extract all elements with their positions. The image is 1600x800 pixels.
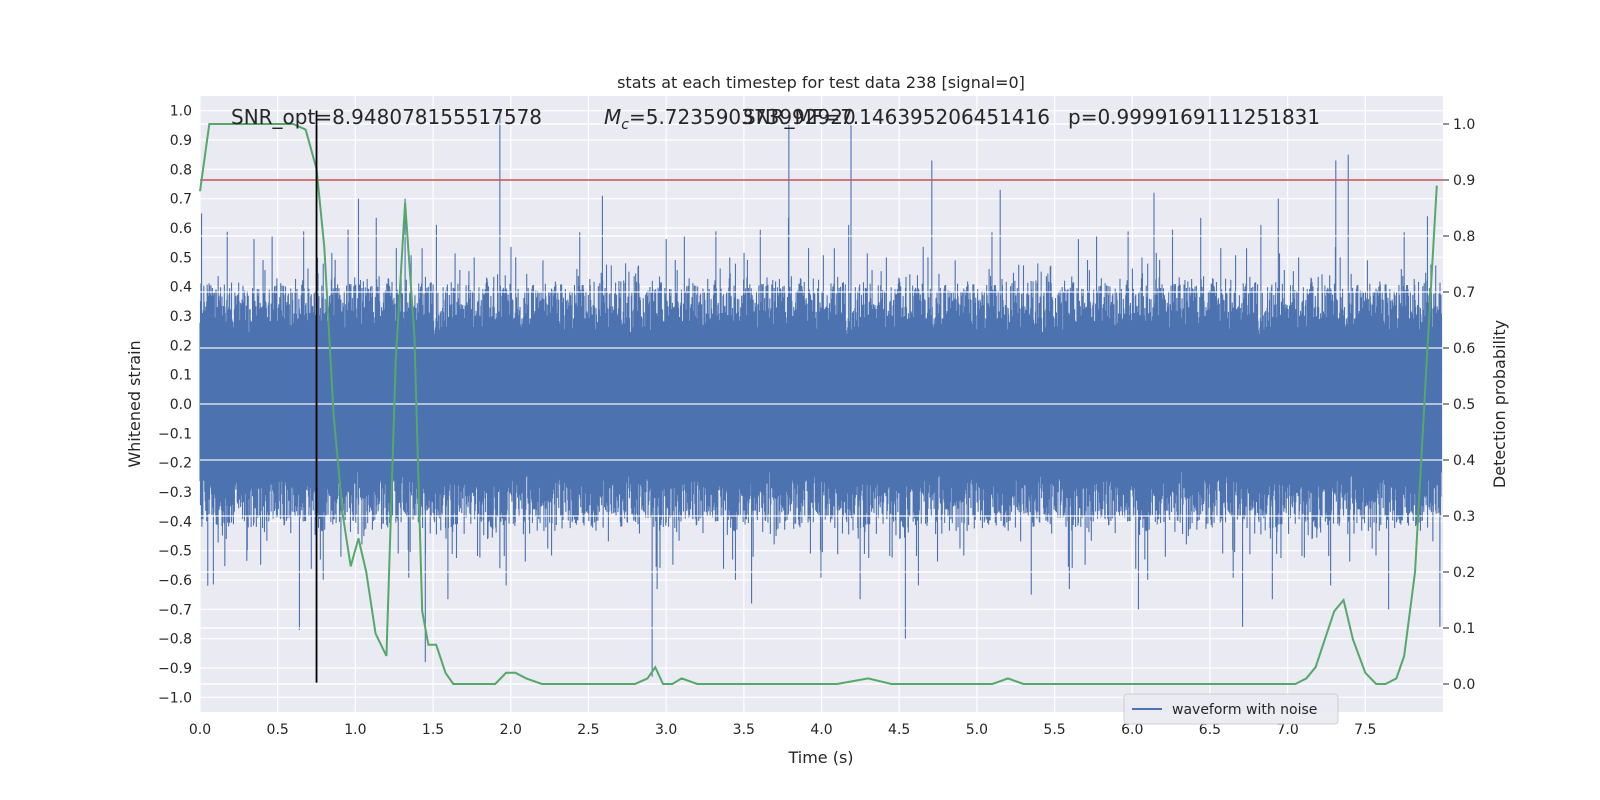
- y-right-tick-label: 0.3: [1453, 509, 1475, 525]
- p-value-annotation: p=0.9999169111251831: [1068, 105, 1320, 129]
- x-tick-label: 2.0: [500, 722, 522, 738]
- x-tick-label: 4.0: [810, 722, 832, 738]
- x-tick-label: 4.5: [888, 722, 910, 738]
- y-tick-label: 1.0: [170, 104, 192, 120]
- y-tick-label: −0.6: [158, 573, 192, 589]
- ticks: 0.0 0.5 1.0 1.5 2.0 2.5 3.0 3.5 4.0 4.5 5.0 5.5 6.0 6…: [158, 104, 1475, 738]
- y-tick-label: 0.4: [170, 280, 192, 296]
- x-tick-label: 6.5: [1199, 722, 1221, 738]
- y-right-tick-label: 1.0: [1453, 117, 1475, 133]
- chirp-mass-annotation: Mc=5.723590373992920: [604, 105, 856, 133]
- waveform-with-noise-series: [199, 110, 1442, 677]
- y-axis-right-label: Detection probability: [1490, 320, 1509, 488]
- y-tick-label: −0.4: [158, 514, 192, 530]
- y-tick-label: −1.0: [158, 690, 192, 706]
- x-tick-label: 0.0: [189, 722, 211, 738]
- y-tick-label: 0.2: [170, 338, 192, 354]
- x-tick-label: 2.5: [577, 722, 599, 738]
- y-tick-label: 0.0: [170, 397, 192, 413]
- y-tick-label: 0.1: [170, 368, 192, 384]
- snr-mf-annotation: SNR_MF=7.146395206451416: [743, 105, 1050, 129]
- x-tick-label: 5.5: [1043, 722, 1065, 738]
- y-tick-label: −0.8: [158, 632, 192, 648]
- x-tick-label: 3.5: [733, 722, 755, 738]
- y-tick-label: 0.8: [170, 162, 192, 178]
- snr-opt-annotation: SNR_opt=8.948078155517578: [231, 105, 542, 129]
- y-right-tick-label: 0.6: [1453, 341, 1475, 357]
- y-right-tick-label: 0.1: [1453, 621, 1475, 637]
- y-tick-label: −0.7: [158, 602, 192, 618]
- y-right-tick-label: 0.8: [1453, 229, 1475, 245]
- x-tick-label: 7.5: [1354, 722, 1376, 738]
- y-tick-label: −0.5: [158, 544, 192, 560]
- legend: waveform with noise: [1123, 693, 1339, 725]
- y-right-tick-label: 0.0: [1453, 677, 1475, 693]
- y-tick-label: −0.1: [158, 426, 192, 442]
- y-tick-label: −0.2: [158, 456, 192, 472]
- legend-box: [1123, 693, 1339, 725]
- overlay: [199, 110, 1443, 685]
- legend-label-waveform: waveform with noise: [1172, 702, 1317, 718]
- x-tick-label: 1.5: [422, 722, 444, 738]
- y-tick-label: 0.6: [170, 221, 192, 237]
- y-tick-label: 0.9: [170, 133, 192, 149]
- x-tick-label: 7.0: [1276, 722, 1298, 738]
- y-right-tick-label: 0.2: [1453, 565, 1475, 581]
- y-right-tick-label: 0.7: [1453, 285, 1475, 301]
- waveform-with-noise-line: [199, 110, 1442, 677]
- y-tick-label: 0.3: [170, 309, 192, 325]
- x-axis-label: Time (s): [787, 748, 853, 767]
- y-right-tick-label: 0.5: [1453, 397, 1475, 413]
- y-right-tick-label: 0.9: [1453, 173, 1475, 189]
- x-tick-label: 6.0: [1121, 722, 1143, 738]
- y-axis-label: Whitened strain: [125, 340, 144, 467]
- y-tick-label: 0.7: [170, 192, 192, 208]
- y-tick-label: −0.3: [158, 485, 192, 501]
- y-tick-label: −0.9: [158, 661, 192, 677]
- x-tick-label: 3.0: [655, 722, 677, 738]
- chart-title: stats at each timestep for test data 238…: [617, 73, 1025, 92]
- detection-probability-line: [199, 123, 1438, 685]
- y-right-tick-label: 0.4: [1453, 453, 1475, 469]
- x-tick-label: 5.0: [966, 722, 988, 738]
- x-tick-label: 0.5: [267, 722, 289, 738]
- x-tick-label: 1.0: [344, 722, 366, 738]
- y-tick-label: 0.5: [170, 250, 192, 266]
